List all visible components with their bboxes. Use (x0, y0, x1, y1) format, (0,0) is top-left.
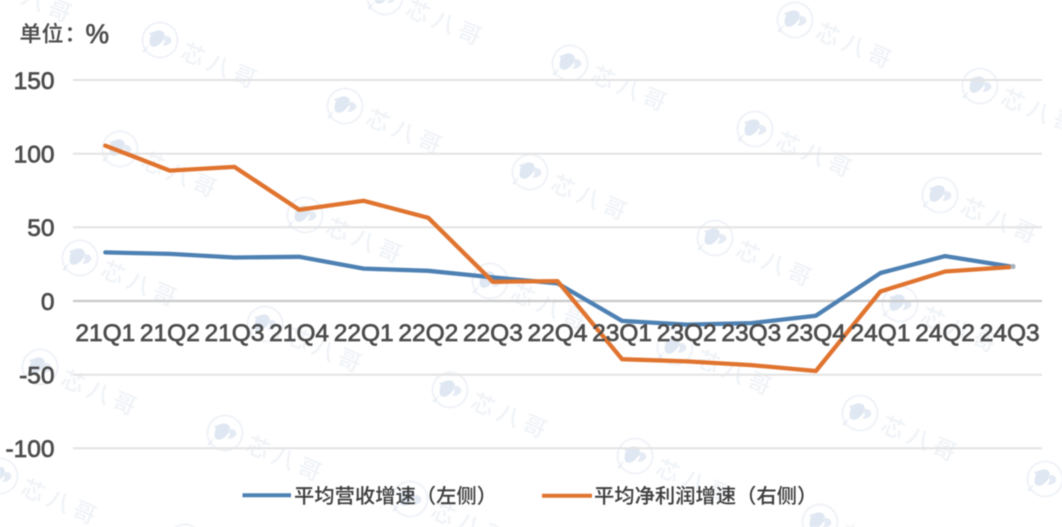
svg-text:150: 150 (14, 68, 55, 95)
svg-text:100: 100 (14, 142, 55, 169)
svg-text:21Q4: 21Q4 (269, 320, 329, 347)
svg-text:22Q4: 22Q4 (528, 320, 588, 347)
svg-text:21Q3: 21Q3 (205, 320, 265, 347)
svg-text:-100: -100 (5, 436, 54, 463)
svg-text:24Q3: 24Q3 (980, 320, 1040, 347)
svg-text:24Q1: 24Q1 (851, 320, 911, 347)
svg-text:-50: -50 (19, 363, 54, 390)
svg-text:22Q3: 22Q3 (463, 320, 523, 347)
svg-text:23Q1: 23Q1 (592, 320, 652, 347)
svg-text:22Q1: 22Q1 (334, 320, 394, 347)
svg-text:%: % (86, 19, 110, 49)
svg-text:21Q1: 21Q1 (75, 320, 135, 347)
svg-text:23Q3: 23Q3 (721, 320, 781, 347)
svg-text:22Q2: 22Q2 (398, 320, 458, 347)
svg-text:24Q2: 24Q2 (915, 320, 975, 347)
svg-text:23Q2: 23Q2 (657, 320, 717, 347)
svg-text:21Q2: 21Q2 (140, 320, 200, 347)
svg-text:50: 50 (27, 215, 54, 242)
svg-text:23Q4: 23Q4 (786, 320, 846, 347)
svg-text:0: 0 (41, 289, 55, 316)
